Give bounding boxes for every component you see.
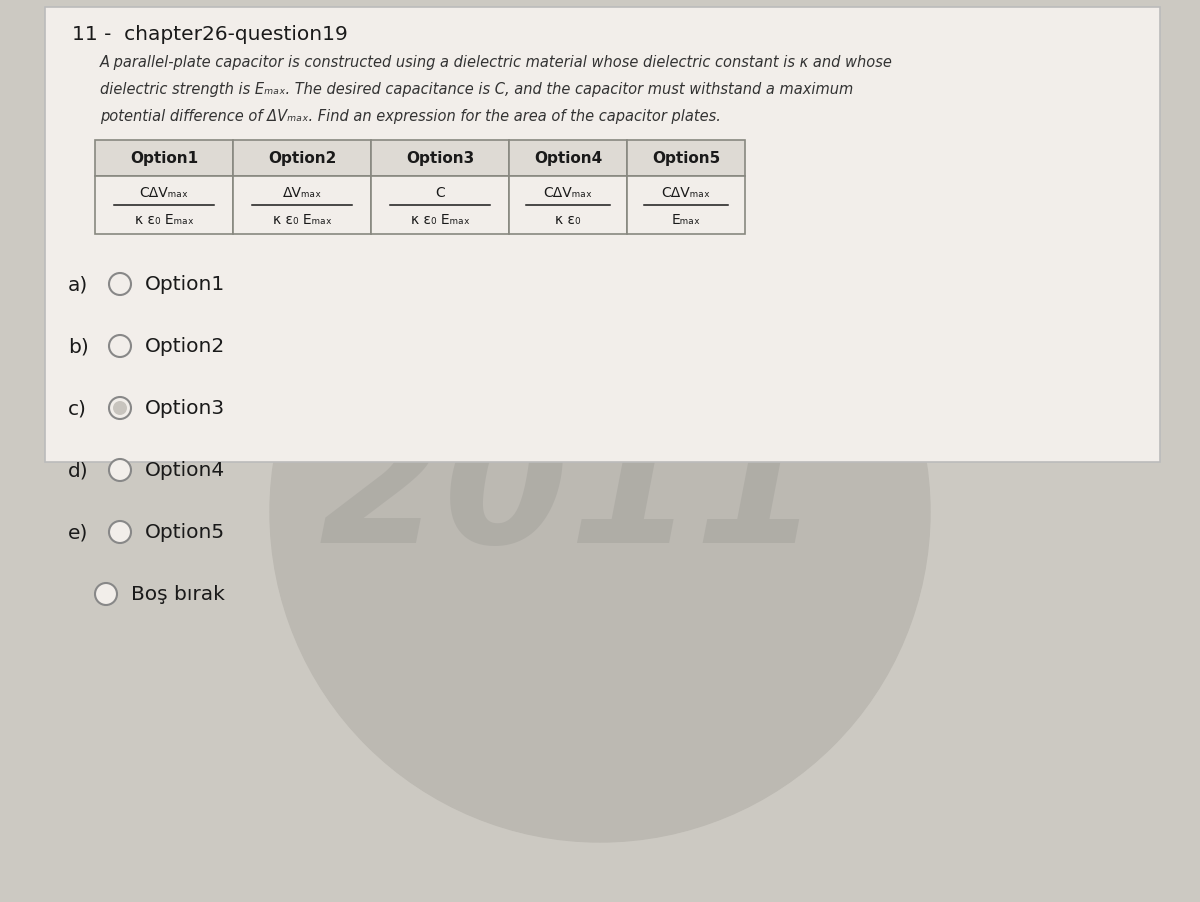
Text: C: C [436,186,445,199]
Circle shape [109,521,131,543]
Bar [509,177,628,235]
Circle shape [113,401,127,416]
Text: Option1: Option1 [130,152,198,166]
Text: CΔVₘₐₓ: CΔVₘₐₓ [544,186,593,199]
Text: 2011: 2011 [319,405,821,580]
Circle shape [109,336,131,357]
Text: A parallel-plate capacitor is constructed using a dielectric material whose diel: A parallel-plate capacitor is constructe… [100,55,893,70]
Text: κ ε₀ Eₘₐₓ: κ ε₀ Eₘₐₓ [272,213,331,226]
Text: Option4: Option4 [145,461,226,480]
Bar [628,177,745,235]
Circle shape [270,183,930,842]
Bar [509,141,628,177]
Bar [95,177,233,235]
Bar [233,141,371,177]
Text: dielectric strength is Eₘₐₓ. The desired capacitance is C, and the capacitor mus: dielectric strength is Eₘₐₓ. The desired… [100,82,853,97]
Circle shape [95,584,118,605]
Text: Option4: Option4 [534,152,602,166]
Bar [371,141,509,177]
Text: e): e) [68,523,89,542]
Circle shape [109,273,131,296]
Text: Option5: Option5 [145,523,226,542]
Text: 11 -  chapter26-question19: 11 - chapter26-question19 [72,25,348,44]
Bar [628,141,745,177]
Text: a): a) [68,275,89,294]
Text: Option5: Option5 [652,152,720,166]
Text: b): b) [68,337,89,356]
FancyBboxPatch shape [46,8,1160,463]
Bar [371,177,509,235]
Circle shape [109,459,131,482]
Text: d): d) [68,461,89,480]
Text: κ ε₀ Eₘₐₓ: κ ε₀ Eₘₐₓ [134,213,193,226]
Bar [233,177,371,235]
Text: Eₘₐₓ: Eₘₐₓ [672,213,701,226]
Text: Option1: Option1 [145,275,226,294]
Bar [95,141,233,177]
Circle shape [109,398,131,419]
Text: Option2: Option2 [268,152,336,166]
Text: CΔVₘₐₓ: CΔVₘₐₓ [661,186,710,199]
Text: CΔVₘₐₓ: CΔVₘₐₓ [139,186,188,199]
Text: Option2: Option2 [145,337,226,356]
Text: Option3: Option3 [145,399,226,418]
Text: Option3: Option3 [406,152,474,166]
Text: c): c) [68,399,86,418]
Text: potential difference of ΔVₘₐₓ. Find an expression for the area of the capacitor : potential difference of ΔVₘₐₓ. Find an e… [100,109,721,124]
Text: ΔVₘₐₓ: ΔVₘₐₓ [282,186,322,199]
Text: κ ε₀ Eₘₐₓ: κ ε₀ Eₘₐₓ [410,213,469,226]
Text: κ ε₀: κ ε₀ [556,213,581,226]
Text: Boş bırak: Boş bırak [131,584,224,603]
